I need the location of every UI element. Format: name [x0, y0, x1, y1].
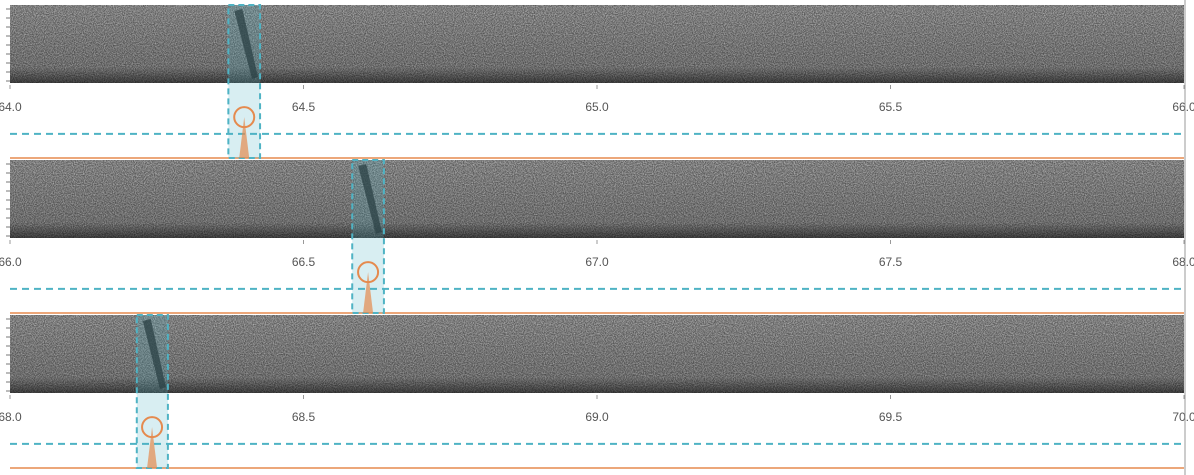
x-tick-label: 68.0	[0, 410, 22, 424]
call-streak	[234, 9, 259, 79]
x-tick-label: 69.0	[585, 410, 609, 424]
call-streak	[358, 164, 382, 234]
peak-marker	[141, 416, 164, 439]
x-tick-label: 66.0	[0, 255, 22, 269]
x-tick-label: 64.5	[292, 100, 316, 114]
x-tick-label: 69.5	[879, 410, 903, 424]
spectrogram-shade	[10, 5, 1184, 83]
spectrogram-shade	[10, 315, 1184, 393]
x-tick-label: 64.0	[0, 100, 22, 114]
x-tick-label: 65.5	[879, 100, 903, 114]
x-tick-label: 68.0	[1172, 255, 1194, 269]
peak-marker	[357, 261, 380, 284]
x-tick-label: 66.0	[1172, 100, 1194, 114]
x-tick-label: 70.0	[1172, 410, 1194, 424]
peak-marker	[233, 106, 256, 129]
x-tick-label: 67.0	[585, 255, 609, 269]
peak-spike	[239, 117, 250, 158]
x-tick-label: 67.5	[879, 255, 903, 269]
peak-spike	[147, 427, 158, 468]
x-tick-label: 66.5	[292, 255, 316, 269]
x-tick-label: 68.5	[292, 410, 316, 424]
x-tick-label: 65.0	[585, 100, 609, 114]
call-streak	[142, 319, 166, 389]
peak-spike	[363, 272, 374, 313]
spectrogram-shade	[10, 160, 1184, 238]
